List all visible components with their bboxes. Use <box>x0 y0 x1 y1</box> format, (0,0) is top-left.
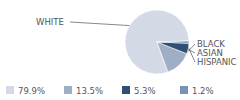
slice-label: WHITE <box>36 17 64 27</box>
pie-slice <box>157 41 189 43</box>
legend: 79.9% 13.5% 5.3% 1.2% <box>6 86 214 96</box>
pie-slice <box>125 10 189 74</box>
legend-label: 1.2% <box>192 86 214 96</box>
slice-label: HISPANIC <box>197 57 237 67</box>
legend-label: 5.3% <box>134 86 156 96</box>
legend-swatch <box>180 86 188 94</box>
pie-slice <box>157 42 189 54</box>
legend-swatch <box>122 86 130 94</box>
leader-line <box>70 22 133 26</box>
chart: WHITEBLACKASIANHISPANIC79.9%13.5%5.3%1.2… <box>0 0 240 100</box>
legend-swatch <box>6 86 14 94</box>
legend-label: 79.9% <box>18 86 45 96</box>
legend-swatch <box>64 86 72 94</box>
legend-label: 13.5% <box>76 86 103 96</box>
